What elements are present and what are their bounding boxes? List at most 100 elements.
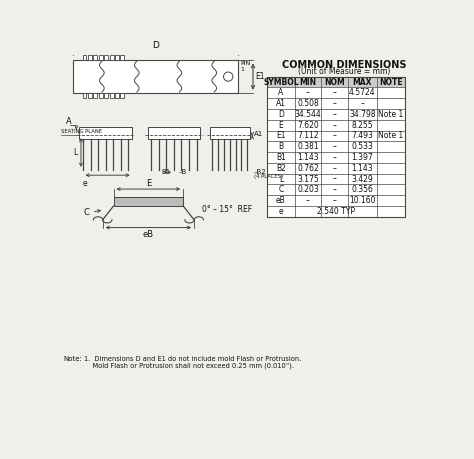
Bar [73, 61, 237, 93]
Bar [93, 93, 97, 98]
Text: –B: –B [179, 168, 187, 175]
Bar [267, 195, 405, 206]
Text: A1: A1 [276, 99, 286, 108]
Text: –: – [332, 131, 337, 140]
Text: C: C [278, 185, 283, 194]
Text: 3.429: 3.429 [351, 174, 373, 184]
Text: 7.493: 7.493 [351, 131, 373, 140]
Text: 7.620: 7.620 [297, 121, 319, 129]
Text: e: e [82, 179, 87, 188]
Text: –: – [332, 110, 337, 119]
Bar [99, 55, 103, 61]
Text: D: D [278, 110, 284, 119]
Text: MIN: MIN [300, 78, 317, 87]
Text: A: A [278, 88, 283, 97]
Text: –: – [332, 174, 337, 184]
Text: E: E [279, 121, 283, 129]
Bar [267, 130, 405, 141]
Text: 34.798: 34.798 [349, 110, 375, 119]
Bar [267, 109, 405, 120]
Text: 7.112: 7.112 [297, 131, 319, 140]
Text: 0.508: 0.508 [297, 99, 319, 108]
Text: –: – [332, 121, 337, 129]
Bar [267, 185, 405, 195]
Bar [120, 93, 124, 98]
Text: Note 1: Note 1 [378, 131, 403, 140]
Text: 3.175: 3.175 [297, 174, 319, 184]
Bar [109, 55, 113, 61]
Text: (Unit of Measure = mm): (Unit of Measure = mm) [298, 67, 391, 76]
Bar [115, 93, 119, 98]
Bar [115, 55, 119, 61]
Text: –: – [332, 185, 337, 194]
Text: 0.203: 0.203 [297, 185, 319, 194]
Text: 0.356: 0.356 [351, 185, 373, 194]
Text: –: – [306, 196, 310, 205]
Bar [267, 141, 405, 152]
Text: D: D [152, 41, 159, 50]
Text: 4.5724: 4.5724 [349, 88, 375, 97]
Text: L: L [279, 174, 283, 184]
Text: E1: E1 [255, 72, 265, 81]
Bar [210, 128, 250, 139]
Bar [104, 93, 108, 98]
Text: 1.  Dimensions D and E1 do not include mold Flash or Protrusion.: 1. Dimensions D and E1 do not include mo… [84, 356, 301, 362]
Bar [113, 197, 183, 206]
Bar [267, 206, 405, 217]
Text: 1.143: 1.143 [351, 164, 373, 173]
Text: –B2: –B2 [254, 168, 266, 175]
Text: B1: B1 [276, 153, 286, 162]
Text: L: L [73, 148, 78, 157]
Text: E: E [146, 179, 151, 188]
Text: B1: B1 [162, 168, 171, 175]
Text: eB: eB [143, 230, 154, 239]
Text: –: – [306, 88, 310, 97]
Text: 1.143: 1.143 [297, 153, 319, 162]
Text: 0° – 15°  REF: 0° – 15° REF [202, 205, 252, 214]
Text: Note 1: Note 1 [378, 110, 403, 119]
Text: NOTE: NOTE [379, 78, 403, 87]
Bar [99, 93, 103, 98]
Text: B2: B2 [276, 164, 286, 173]
Text: 1: 1 [241, 67, 245, 72]
Text: –: – [332, 196, 337, 205]
Bar [267, 152, 405, 163]
Text: C: C [83, 207, 90, 217]
Bar [93, 55, 97, 61]
Bar [267, 120, 405, 130]
Bar [88, 93, 92, 98]
Text: B: B [278, 142, 283, 151]
Text: –: – [332, 164, 337, 173]
Bar [147, 128, 201, 139]
Text: A: A [65, 118, 71, 126]
Circle shape [224, 72, 233, 81]
Bar [120, 55, 124, 61]
Text: 10.160: 10.160 [349, 196, 375, 205]
Text: MAX: MAX [353, 78, 372, 87]
Bar [267, 174, 405, 185]
Bar [82, 55, 86, 61]
Text: e: e [279, 207, 283, 216]
Text: –: – [360, 99, 364, 108]
Text: 8.255: 8.255 [351, 121, 373, 129]
Text: COMMON DIMENSIONS: COMMON DIMENSIONS [282, 60, 407, 70]
Text: A1: A1 [254, 131, 263, 137]
Bar [80, 128, 132, 139]
Bar [267, 163, 405, 174]
Bar [267, 77, 405, 217]
Text: NOM: NOM [324, 78, 345, 87]
Text: –: – [332, 88, 337, 97]
Bar [82, 93, 86, 98]
Text: PIN: PIN [241, 61, 251, 66]
Text: 0.533: 0.533 [351, 142, 373, 151]
Bar [267, 87, 405, 98]
Bar [267, 98, 405, 109]
Text: 34.544: 34.544 [295, 110, 321, 119]
Text: Mold Flash or Protrusion shall not exceed 0.25 mm (0.010”).: Mold Flash or Protrusion shall not excee… [84, 363, 294, 369]
Text: SEATING PLANE: SEATING PLANE [61, 129, 102, 134]
Text: –: – [332, 99, 337, 108]
Text: eB: eB [276, 196, 286, 205]
Text: 2.540 TYP: 2.540 TYP [317, 207, 355, 216]
Text: 0.762: 0.762 [297, 164, 319, 173]
Text: 0.381: 0.381 [297, 142, 319, 151]
